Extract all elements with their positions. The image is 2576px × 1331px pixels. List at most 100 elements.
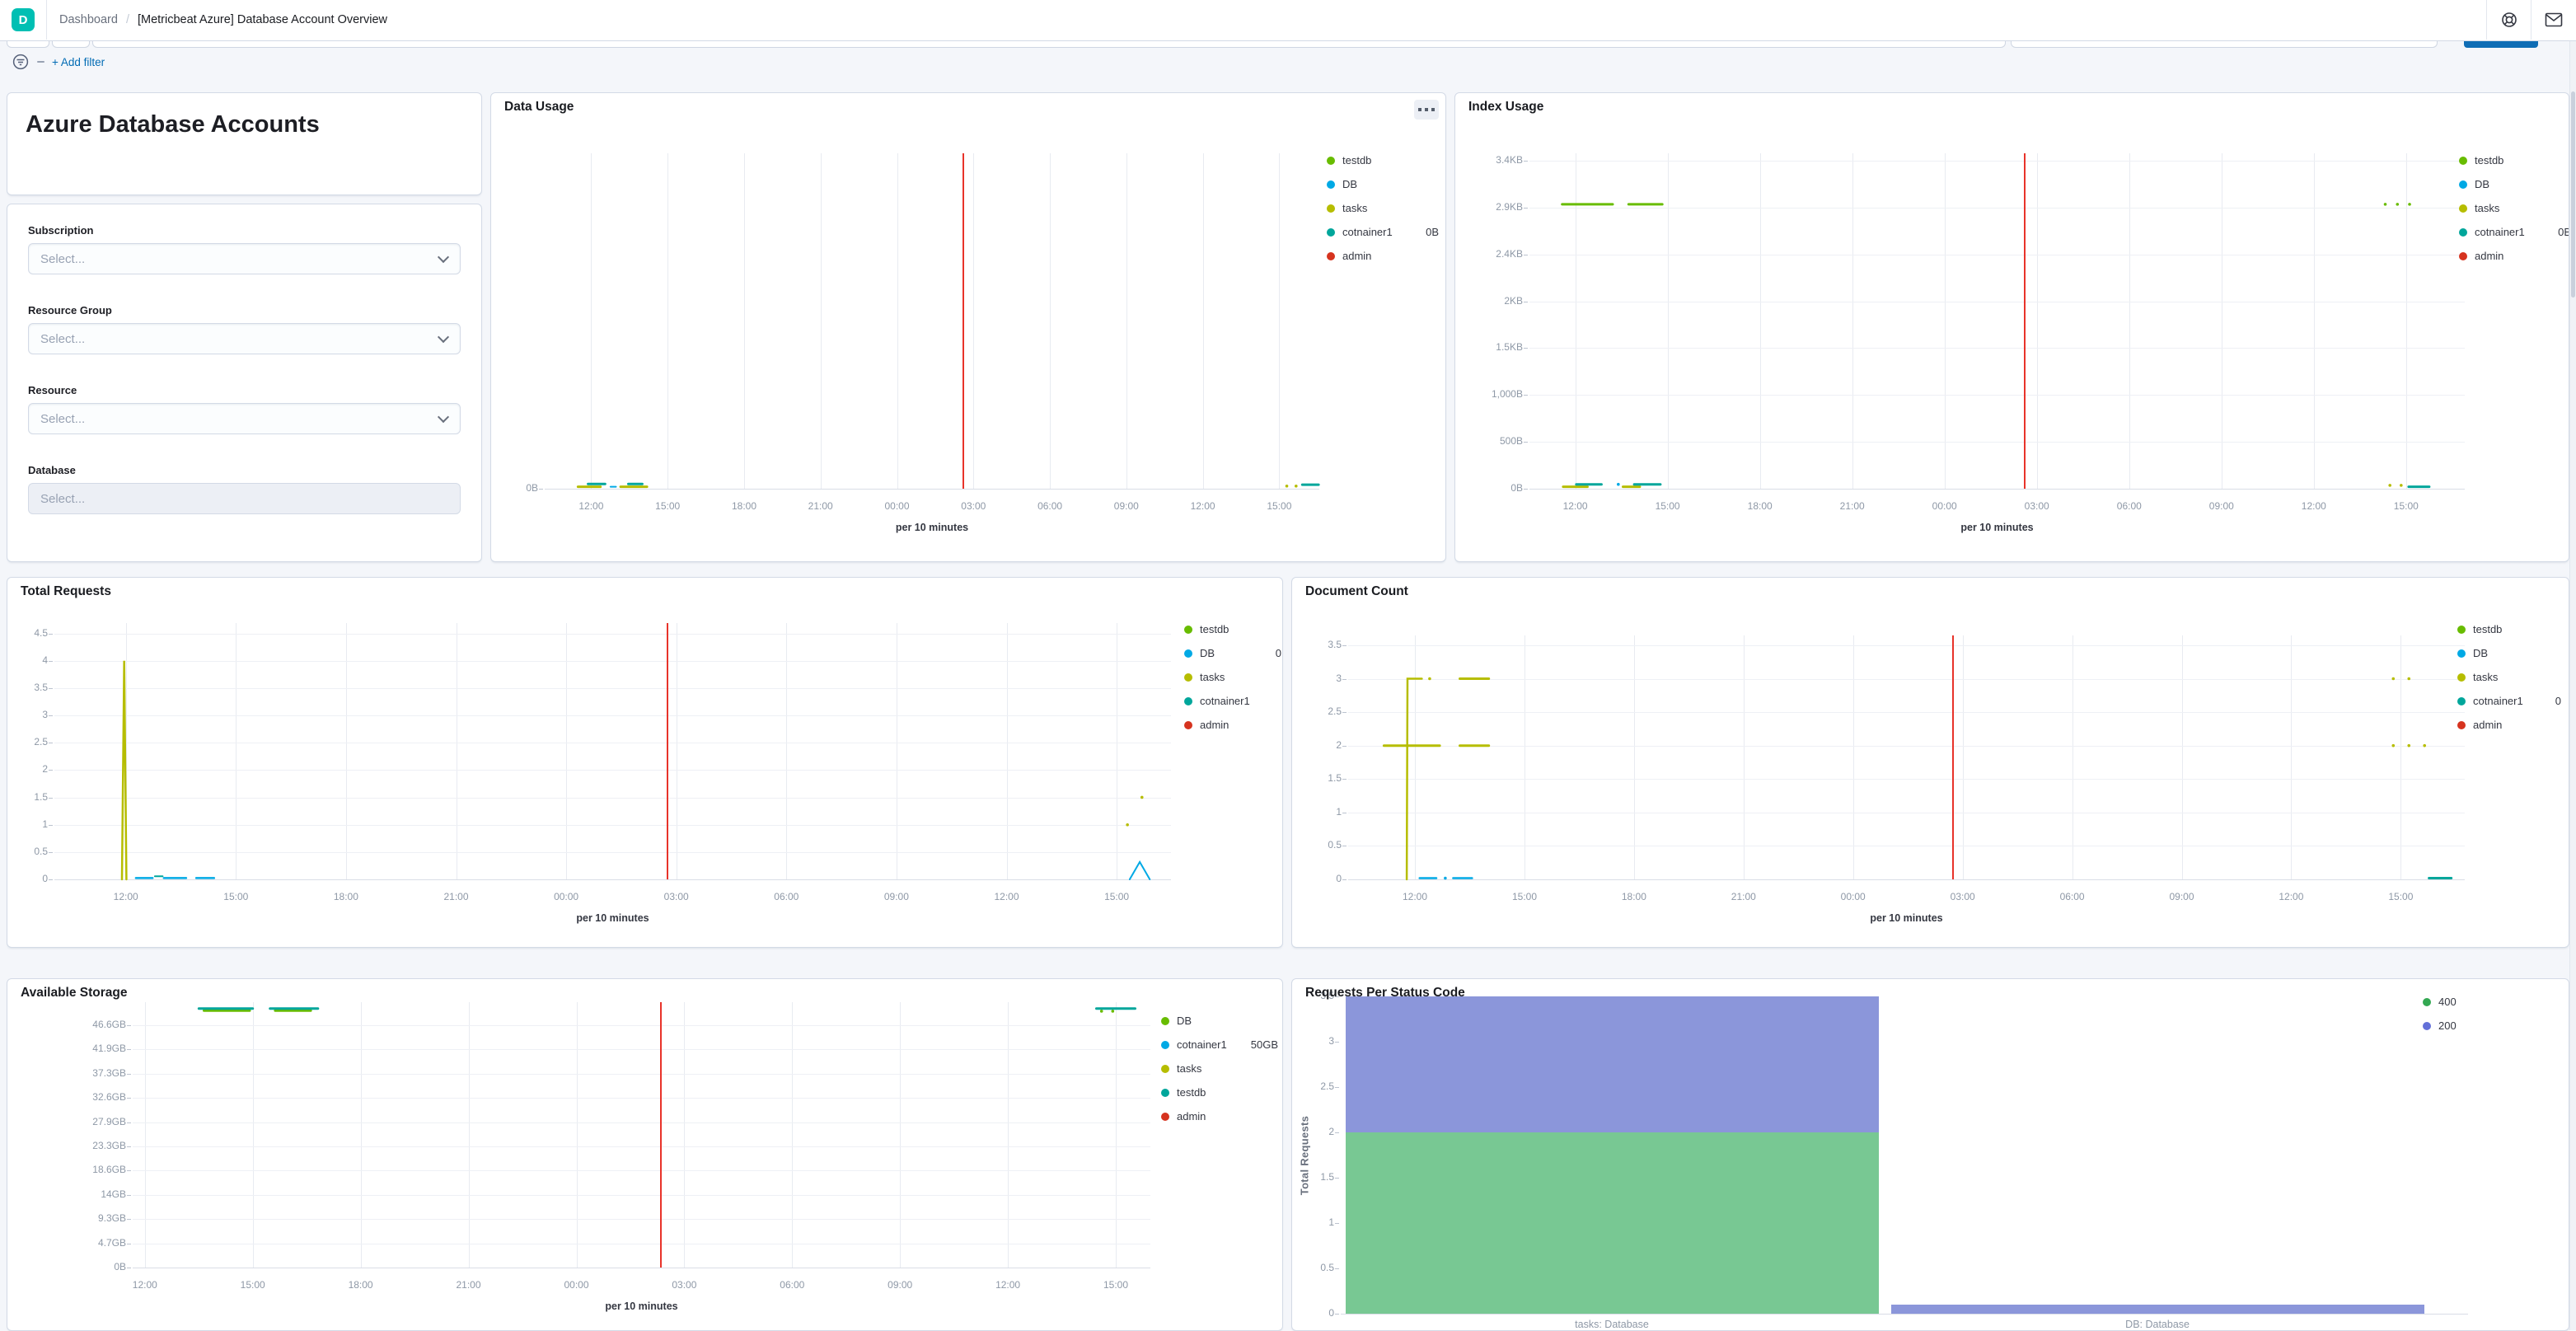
update-button-fragment[interactable] xyxy=(2464,40,2538,48)
legend-item-tasks[interactable]: tasks xyxy=(1327,196,1439,220)
x-tick-label: 03:00 xyxy=(672,1279,697,1291)
legend-item-DB[interactable]: DB xyxy=(2459,172,2569,196)
legend-item-tasks[interactable]: tasks xyxy=(2459,196,2569,220)
add-filter-button[interactable]: + Add filter xyxy=(52,55,105,68)
resource-group-select[interactable]: Select... xyxy=(28,323,461,354)
bar-segment-200[interactable] xyxy=(1345,996,1879,1132)
query-menu-fragment[interactable] xyxy=(7,40,49,48)
bar-segment-200[interactable] xyxy=(1890,1305,2424,1314)
panel-title: Index Usage xyxy=(1468,100,1544,114)
y-gridline xyxy=(54,851,1171,853)
legend-value: 0B xyxy=(1426,226,1439,238)
plot-area[interactable] xyxy=(1341,996,2468,1315)
app-logo-cell[interactable]: D xyxy=(0,0,47,40)
scrollbar-thumb[interactable] xyxy=(2571,91,2575,298)
y-tick-mark xyxy=(1524,348,1528,349)
select-placeholder: Select... xyxy=(40,251,86,266)
legend-item-DB[interactable]: DB xyxy=(1161,1009,1278,1033)
x-tick-label: 06:00 xyxy=(1037,500,1063,512)
legend-item-DB[interactable]: DB xyxy=(2457,641,2561,665)
y-tick-mark xyxy=(127,1146,131,1147)
legend-item-testdb[interactable]: testdb xyxy=(2459,148,2569,172)
y-tick-mark xyxy=(1335,996,1339,997)
legend-item-cotnainer1[interactable]: cotnainer1 0B xyxy=(1327,220,1439,244)
markdown-panel: Azure Database Accounts xyxy=(7,92,482,195)
y-tick-label: 9.3GB xyxy=(97,1212,126,1225)
legend-item-DB[interactable]: DB xyxy=(1327,172,1439,196)
plot-area[interactable] xyxy=(1348,635,2465,881)
x-gridline xyxy=(468,1002,470,1268)
legend-item-tasks[interactable]: tasks xyxy=(1184,665,1281,689)
subscription-select[interactable]: Select... xyxy=(28,243,461,274)
plot-area[interactable] xyxy=(54,623,1171,881)
y-tick-label: 46.6GB xyxy=(92,1019,126,1030)
legend-item-admin[interactable]: admin xyxy=(1161,1104,1278,1128)
x-gridline xyxy=(1279,153,1281,489)
scrollbar-track[interactable] xyxy=(2569,40,2576,1330)
legend-item-cotnainer1[interactable]: cotnainer1 0 xyxy=(2457,689,2561,713)
x-gridline xyxy=(792,1002,794,1268)
y-gridline xyxy=(1348,712,2465,714)
series-point xyxy=(1111,1010,1115,1013)
bar-segment-400[interactable] xyxy=(1345,1132,1879,1314)
query-language-fragment[interactable] xyxy=(52,40,90,48)
legend-item-cotnainer1[interactable]: cotnainer1 xyxy=(1184,689,1281,713)
help-button[interactable] xyxy=(2486,0,2532,40)
y-gridline xyxy=(54,687,1171,689)
y-gridline xyxy=(54,797,1171,799)
legend-item-admin[interactable]: admin xyxy=(1184,713,1281,737)
legend-item-cotnainer1[interactable]: cotnainer1 0B xyxy=(2459,220,2569,244)
y-tick-label: 2 xyxy=(1336,738,1342,751)
plot-area[interactable] xyxy=(133,1002,1150,1268)
y-tick-label: 2.5 xyxy=(1320,1080,1334,1092)
y-tick-label: 0.5 xyxy=(1328,839,1342,851)
legend-item-admin[interactable]: admin xyxy=(1327,244,1439,268)
plot-area[interactable] xyxy=(1529,153,2465,490)
y-tick-label: 2 xyxy=(42,763,48,776)
y-tick-mark xyxy=(127,1194,131,1196)
chevron-down-icon xyxy=(437,251,450,264)
filter-icon[interactable] xyxy=(12,53,30,71)
legend-label: tasks xyxy=(2473,671,2499,683)
x-tick-label: 21:00 xyxy=(456,1279,481,1291)
legend-item-tasks[interactable]: tasks xyxy=(1161,1057,1278,1080)
legend-color-dot xyxy=(2457,720,2466,729)
legend-value: 50GB xyxy=(1250,1038,1278,1051)
series-point xyxy=(2400,484,2403,487)
y-tick-label: 4.5 xyxy=(34,626,48,639)
legend-item-DB[interactable]: DB 0 xyxy=(1184,641,1281,665)
time-marker-line xyxy=(1952,635,1955,879)
legend-item-testdb[interactable]: testdb xyxy=(1161,1080,1278,1104)
newsfeed-button[interactable] xyxy=(2531,0,2576,40)
resource-select[interactable]: Select... xyxy=(28,403,461,434)
x-tick-label: 12:00 xyxy=(578,500,604,512)
legend-value: 0 xyxy=(2555,695,2561,707)
query-bar-fragment[interactable] xyxy=(92,40,2006,48)
chart-legend: testdb DB tasks cotnainer1 0 admin xyxy=(2457,617,2561,737)
legend-item-200[interactable]: 200 xyxy=(2423,1014,2480,1038)
y-tick-label: 0B xyxy=(1510,482,1523,494)
time-picker-fragment[interactable] xyxy=(2011,40,2438,48)
bar-category-label: tasks: Database xyxy=(1575,1319,1649,1330)
series-point xyxy=(2391,677,2396,681)
y-gridline xyxy=(133,1073,1150,1075)
legend-item-testdb[interactable]: testdb xyxy=(2457,617,2561,641)
breadcrumb-dashboard-link[interactable]: Dashboard xyxy=(59,13,118,26)
legend-item-cotnainer1[interactable]: cotnainer1 50GB xyxy=(1161,1033,1278,1057)
panel-options-button[interactable] xyxy=(1414,100,1439,120)
x-tick-label: 18:00 xyxy=(1621,891,1646,902)
series-point xyxy=(2407,743,2411,748)
dashboard-app-icon[interactable]: D xyxy=(12,8,35,31)
total-requests-panel: Total Requests 12:00 15:00 18:00 21:00 00:00… xyxy=(7,577,1283,948)
database-select[interactable]: Select... xyxy=(28,483,461,514)
legend-item-400[interactable]: 400 xyxy=(2423,990,2480,1014)
x-tick-label: 15:00 xyxy=(1511,891,1538,902)
legend-item-testdb[interactable]: testdb xyxy=(1327,148,1439,172)
legend-item-tasks[interactable]: tasks xyxy=(2457,665,2561,689)
plot-area[interactable] xyxy=(545,153,1320,490)
legend-item-testdb[interactable]: testdb xyxy=(1184,617,1281,641)
legend-item-admin[interactable]: admin xyxy=(2459,244,2569,268)
legend-item-admin[interactable]: admin xyxy=(2457,713,2561,737)
series-line xyxy=(120,660,128,881)
series-point xyxy=(1295,484,1298,488)
